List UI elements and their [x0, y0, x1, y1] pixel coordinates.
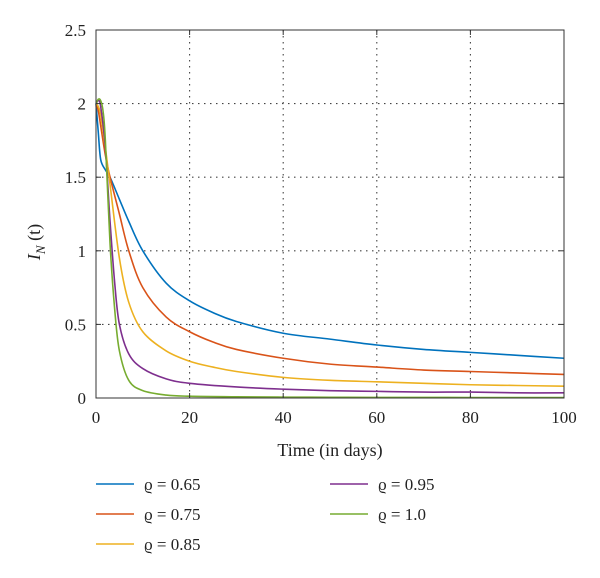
series-line-2 [95, 103, 565, 376]
y-axis-ticks: 0 0.5 1 1.5 2 2.5 [65, 21, 564, 408]
legend-label: ϱ = 0.75 [144, 505, 201, 524]
legend-item: ϱ = 0.95 [330, 475, 435, 494]
x-tick-label: 100 [551, 408, 577, 427]
x-tick-label: 0 [92, 408, 101, 427]
y-axis-label-main: I [24, 253, 44, 261]
series-lines [95, 98, 565, 399]
y-tick-label: 0.5 [65, 315, 86, 334]
legend-item: ϱ = 0.65 [96, 475, 201, 494]
y-tick-label: 1 [78, 242, 87, 261]
x-tick-label: 60 [368, 408, 385, 427]
y-tick-label: 1.5 [65, 168, 86, 187]
legend-item: ϱ = 0.75 [96, 505, 201, 524]
x-axis-ticks: 0 20 40 60 80 100 [92, 30, 577, 427]
x-axis-label: Time (in days) [277, 440, 382, 461]
plot-frame [95, 29, 565, 399]
series-line-3 [95, 103, 565, 388]
legend-label: ϱ = 0.85 [144, 535, 201, 554]
y-axis-label-rest: (t) [24, 224, 45, 246]
series-line-4 [95, 99, 565, 394]
legend-label: ϱ = 1.0 [378, 505, 426, 524]
y-tick-label: 2 [78, 95, 87, 114]
legend-item: ϱ = 0.85 [96, 535, 201, 554]
legend-label: ϱ = 0.95 [378, 475, 435, 494]
x-tick-label: 80 [462, 408, 479, 427]
grid-lines [96, 30, 564, 398]
series-line-1 [95, 103, 565, 360]
y-tick-label: 0 [78, 389, 87, 408]
x-tick-label: 40 [275, 408, 292, 427]
legend-label: ϱ = 0.65 [144, 475, 201, 494]
legend-item: ϱ = 1.0 [330, 505, 426, 524]
y-axis-label-sub: N [33, 244, 48, 255]
series-line-5 [95, 98, 564, 399]
legend: ϱ = 0.65 ϱ = 0.75 ϱ = 0.85 ϱ = 0.95 ϱ = 1.0 [96, 475, 435, 554]
y-tick-label: 2.5 [65, 21, 86, 40]
y-axis-label: IN (t) [24, 224, 48, 261]
x-tick-label: 20 [181, 408, 198, 427]
